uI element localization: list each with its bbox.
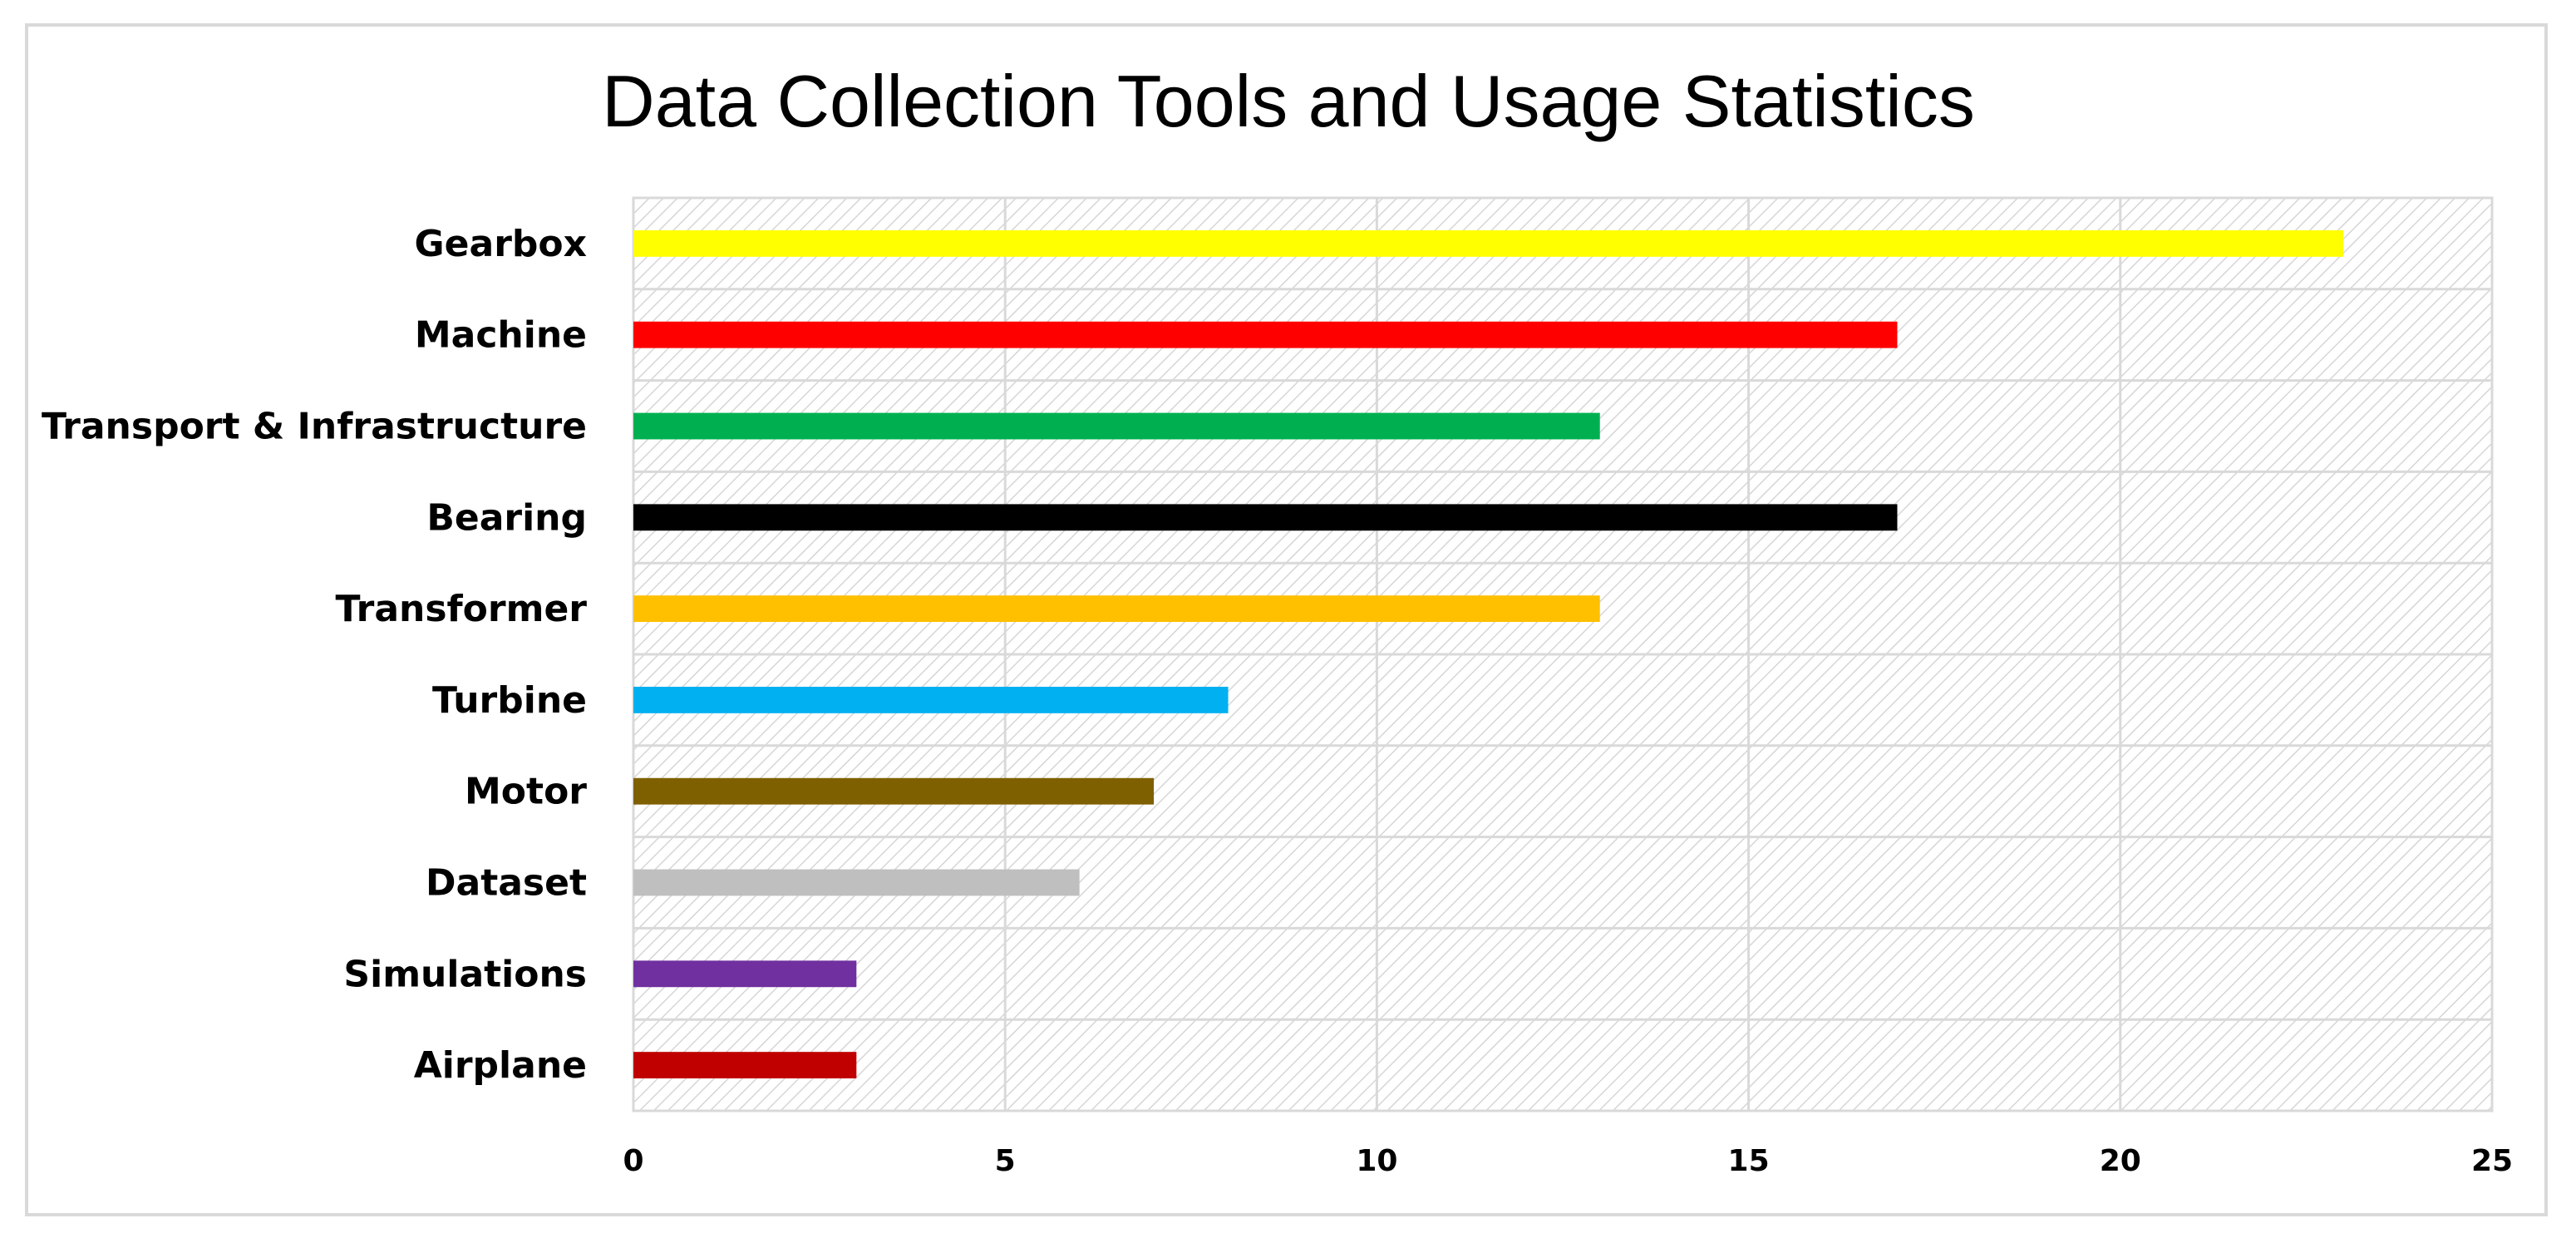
x-tick-label: 25 xyxy=(2471,1144,2513,1178)
chart-title: Data Collection Tools and Usage Statisti… xyxy=(602,60,1975,142)
bar-gearbox xyxy=(633,229,2344,257)
bar-airplane xyxy=(633,1052,857,1079)
category-label: Airplane xyxy=(414,1044,587,1087)
bars xyxy=(633,229,2344,1079)
bar-motor xyxy=(633,777,1155,805)
bar-bearing xyxy=(633,504,1898,531)
category-label: Bearing xyxy=(426,496,587,539)
bar-machine xyxy=(633,321,1898,348)
bar-turbine xyxy=(633,686,1229,713)
category-label: Machine xyxy=(415,314,587,357)
grid-lines xyxy=(632,198,2494,1111)
bar-dataset xyxy=(633,869,1080,896)
x-tick-label: 0 xyxy=(623,1144,643,1178)
category-label: Simulations xyxy=(343,953,587,995)
bar-simulations xyxy=(633,960,857,988)
x-tick-label: 20 xyxy=(2100,1144,2141,1178)
x-tick-labels: 0 5 10 15 20 25 xyxy=(623,1144,2513,1178)
x-tick-label: 15 xyxy=(1728,1144,1770,1178)
category-label: Turbine xyxy=(432,679,587,722)
x-tick-label: 5 xyxy=(995,1144,1016,1178)
bar-transformer xyxy=(633,595,1600,623)
category-labels: Gearbox Machine Transport & Infrastructure… xyxy=(42,223,587,1087)
bar-transport-infrastructure xyxy=(633,412,1600,440)
category-label: Gearbox xyxy=(415,223,587,265)
category-label: Dataset xyxy=(426,862,587,905)
x-tick-label: 10 xyxy=(1356,1144,1397,1178)
category-label: Transport & Infrastructure xyxy=(42,406,587,448)
category-label: Transformer xyxy=(335,588,587,630)
category-label: Motor xyxy=(465,771,587,813)
